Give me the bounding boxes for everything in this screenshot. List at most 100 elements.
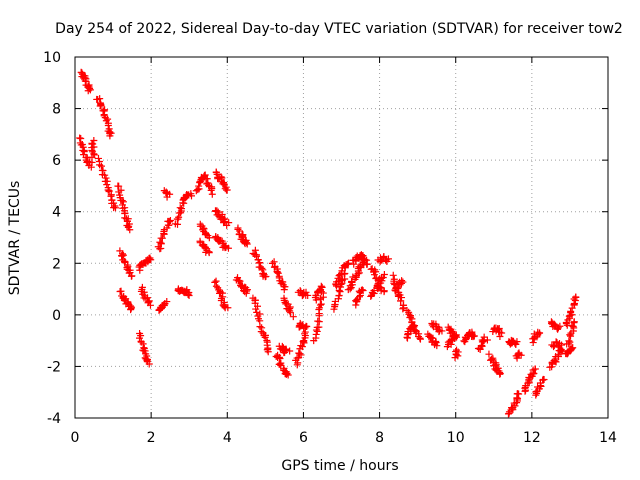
data-point xyxy=(112,204,120,212)
data-point xyxy=(211,278,219,286)
data-point xyxy=(261,333,269,341)
data-point xyxy=(119,198,127,206)
data-point xyxy=(284,371,292,379)
data-point xyxy=(256,323,264,331)
data-point xyxy=(214,175,222,183)
data-point xyxy=(569,344,577,352)
data-point xyxy=(87,163,95,171)
x-tick-label: 14 xyxy=(599,430,617,446)
data-point xyxy=(304,291,312,299)
data-point xyxy=(178,205,186,213)
data-point xyxy=(234,225,242,233)
data-point xyxy=(298,343,306,351)
data-point xyxy=(176,204,184,212)
data-point xyxy=(105,187,113,195)
data-point xyxy=(293,354,301,362)
data-point xyxy=(86,85,94,93)
data-point xyxy=(283,369,291,377)
data-point xyxy=(554,351,562,359)
data-point xyxy=(225,219,233,227)
data-point xyxy=(184,289,192,297)
data-point xyxy=(205,234,213,242)
y-tick-label: 10 xyxy=(43,50,61,66)
data-point xyxy=(513,390,521,398)
data-point xyxy=(496,332,504,340)
data-point xyxy=(102,174,110,182)
data-point xyxy=(261,273,269,281)
data-point xyxy=(194,186,202,194)
data-point xyxy=(146,301,154,309)
data-point xyxy=(273,268,281,276)
data-point xyxy=(166,218,174,226)
data-point xyxy=(317,300,325,308)
data-point xyxy=(208,190,216,198)
data-point xyxy=(243,239,251,247)
data-point xyxy=(97,162,105,170)
data-point xyxy=(397,297,405,305)
data-point xyxy=(370,286,378,294)
data-point xyxy=(115,188,123,196)
data-point xyxy=(175,213,183,221)
data-point xyxy=(207,186,215,194)
data-point xyxy=(253,308,261,316)
data-point xyxy=(355,269,363,277)
data-point xyxy=(453,346,461,354)
grid xyxy=(75,57,608,418)
data-point xyxy=(399,278,407,286)
x-axis-label: GPS time / hours xyxy=(281,458,398,474)
data-point xyxy=(496,369,504,377)
data-point xyxy=(384,255,392,263)
data-point xyxy=(438,327,446,335)
data-point xyxy=(81,77,89,85)
data-point xyxy=(97,102,105,110)
data-point xyxy=(398,294,406,302)
data-point xyxy=(286,309,294,317)
data-point xyxy=(303,323,311,331)
data-point xyxy=(127,306,135,314)
data-point xyxy=(166,190,174,198)
data-point xyxy=(301,330,309,338)
data-point xyxy=(485,350,493,358)
y-tick-label: 6 xyxy=(52,153,61,169)
data-point xyxy=(281,346,289,354)
plot-frame xyxy=(74,56,609,419)
y-tick-label: 8 xyxy=(52,102,61,118)
data-point xyxy=(156,238,164,246)
data-point xyxy=(106,132,114,140)
data-point xyxy=(314,317,322,325)
axis-ticks xyxy=(74,56,609,419)
x-tick-label: 12 xyxy=(523,430,541,446)
data-point xyxy=(286,347,294,355)
x-tick-label: 10 xyxy=(447,430,465,446)
data-point xyxy=(525,376,533,384)
y-tick-labels: -4 -2 0 2 4 6 8 10 xyxy=(43,50,61,427)
data-point xyxy=(120,297,128,305)
data-point xyxy=(286,307,294,315)
data-point xyxy=(566,331,574,339)
data-point xyxy=(556,322,564,330)
data-point xyxy=(358,286,366,294)
data-point xyxy=(251,251,259,259)
data-point xyxy=(390,279,398,287)
data-point xyxy=(103,181,111,189)
data-point xyxy=(272,352,280,360)
data-point xyxy=(315,306,323,314)
data-point xyxy=(274,269,282,277)
data-point xyxy=(299,338,307,346)
data-point xyxy=(335,286,343,294)
data-point xyxy=(378,277,386,285)
data-point xyxy=(158,234,166,242)
data-point xyxy=(276,360,284,368)
data-point xyxy=(512,340,520,348)
data-point xyxy=(380,271,388,279)
data-point xyxy=(302,288,310,296)
y-tick-label: 0 xyxy=(52,308,61,324)
data-point xyxy=(166,217,174,225)
data-point xyxy=(281,299,289,307)
data-point xyxy=(363,260,371,268)
data-point xyxy=(531,365,539,373)
data-point xyxy=(205,249,213,257)
data-point xyxy=(470,332,478,340)
data-point xyxy=(239,233,247,241)
data-point xyxy=(318,283,326,291)
